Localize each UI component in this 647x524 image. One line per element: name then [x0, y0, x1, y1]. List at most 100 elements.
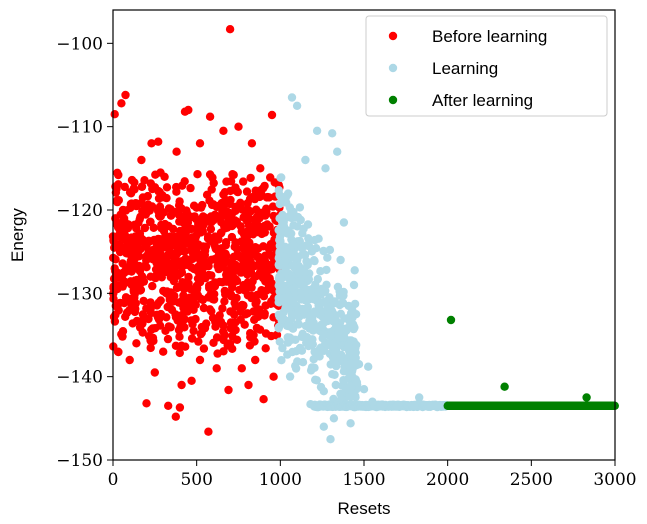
data-point-before-learning [113, 168, 122, 177]
data-point-learning [285, 203, 294, 212]
data-point-before-learning [147, 139, 156, 148]
legend-marker-after-learning [388, 95, 398, 105]
data-point-learning [338, 298, 347, 307]
data-point-before-learning [195, 215, 205, 225]
data-point-before-learning [231, 206, 240, 216]
data-point-before-learning [254, 244, 263, 253]
data-point-before-learning [169, 241, 179, 250]
data-point-before-learning [121, 312, 130, 321]
data-point-learning [329, 414, 339, 423]
data-point-before-learning [237, 364, 246, 373]
data-point-learning [275, 337, 284, 346]
data-point-before-learning [207, 255, 216, 264]
data-point-before-learning [200, 246, 210, 255]
x-tick-label: 1500 [342, 470, 385, 490]
data-point-before-learning [268, 202, 278, 211]
data-point-learning [319, 318, 328, 328]
data-point-learning [294, 261, 303, 271]
data-point-learning [309, 355, 318, 364]
data-point-before-learning [221, 238, 231, 247]
data-point-learning [292, 320, 302, 329]
data-point-learning [314, 234, 323, 243]
data-point-before-learning [146, 301, 155, 310]
data-point-before-learning [118, 205, 128, 215]
data-point-before-learning [162, 287, 172, 296]
data-point-learning [282, 191, 291, 201]
data-point-learning [304, 234, 313, 243]
data-point-before-learning [156, 296, 165, 305]
data-point-before-learning [129, 287, 138, 296]
data-point-before-learning [266, 299, 275, 308]
x-axis: 0 500 1000 1500 2000 2500 3000 [108, 460, 637, 490]
data-point-learning [284, 322, 293, 331]
data-point-learning [311, 244, 321, 253]
data-point-before-learning [192, 231, 201, 240]
data-point-before-learning [130, 185, 139, 194]
data-point-before-learning [205, 281, 214, 290]
x-tick-label: 0 [108, 470, 119, 490]
data-point-before-learning [177, 245, 187, 254]
data-point-before-learning [114, 196, 124, 205]
data-point-before-learning [267, 110, 277, 120]
data-point-before-learning [162, 193, 171, 203]
data-point-after-learning [582, 393, 591, 402]
data-point-learning [331, 380, 340, 390]
data-point-before-learning [233, 187, 242, 197]
data-point-before-learning [189, 201, 199, 210]
data-point-before-learning [232, 335, 242, 344]
data-point-learning [303, 260, 312, 270]
data-point-before-learning [261, 251, 270, 260]
data-point-before-learning [189, 305, 198, 314]
data-point-before-learning [166, 211, 176, 220]
data-point-learning [393, 401, 402, 410]
data-point-before-learning [113, 347, 123, 356]
data-point-before-learning [130, 220, 139, 229]
data-point-learning [333, 282, 343, 292]
data-point-learning [300, 250, 310, 260]
data-point-before-learning [182, 206, 191, 215]
data-point-learning [287, 93, 297, 102]
data-point-learning [292, 213, 301, 222]
data-point-before-learning [142, 256, 151, 265]
legend-marker-learning [388, 63, 398, 73]
data-point-learning [274, 260, 283, 269]
data-point-learning [288, 347, 297, 357]
data-point-learning [284, 212, 294, 221]
data-point-before-learning [245, 238, 254, 247]
data-point-before-learning [142, 399, 151, 408]
data-point-before-learning [184, 261, 193, 270]
data-point-before-learning [237, 227, 246, 236]
data-point-before-learning [262, 193, 271, 202]
data-point-learning [348, 306, 357, 315]
data-point-learning [297, 295, 306, 304]
data-point-before-learning [154, 211, 164, 220]
y-tick-label: −130 [56, 284, 103, 304]
data-point-before-learning [138, 193, 148, 202]
data-point-before-learning [187, 243, 196, 252]
data-point-learning [275, 235, 284, 245]
legend: Before learning Learning After learning [365, 15, 608, 117]
data-point-before-learning [226, 318, 236, 327]
data-point-before-learning [175, 403, 185, 412]
data-point-before-learning [261, 344, 270, 353]
data-point-before-learning [137, 155, 146, 165]
data-point-before-learning [155, 321, 165, 330]
data-point-learning [304, 275, 314, 284]
data-point-before-learning [140, 223, 150, 233]
data-point-learning [289, 240, 298, 249]
data-point-before-learning [224, 385, 233, 395]
data-point-learning [336, 309, 345, 318]
data-point-learning [275, 199, 284, 209]
data-point-before-learning [225, 25, 235, 34]
data-point-before-learning [246, 258, 255, 267]
data-point-learning [325, 245, 335, 255]
data-point-before-learning [266, 278, 275, 287]
data-point-before-learning [135, 252, 144, 261]
data-point-learning [307, 312, 317, 321]
data-point-before-learning [120, 277, 129, 286]
legend-label-after-learning: After learning [432, 91, 533, 110]
data-point-before-learning [234, 122, 243, 131]
data-point-learning [415, 393, 424, 402]
data-point-before-learning [185, 293, 195, 302]
data-point-before-learning [212, 364, 221, 373]
